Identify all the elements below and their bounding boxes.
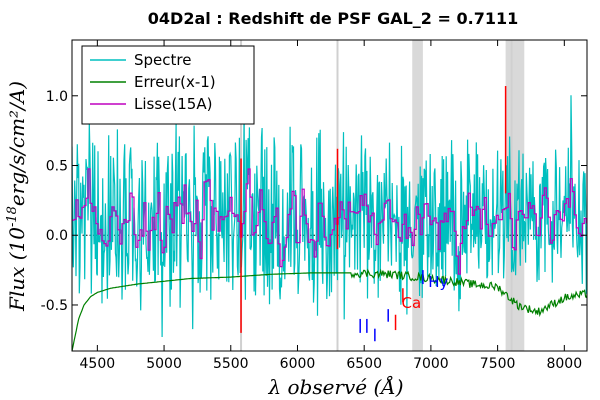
y-axis-label-exponent: -18 xyxy=(5,206,20,227)
annotations: Ca Hy xyxy=(402,273,449,312)
x-tick-label: 7000 xyxy=(413,356,449,372)
y-axis-label-unit: erg/s/cm²/A) xyxy=(5,81,29,206)
legend-box xyxy=(81,45,255,125)
y-axis-label-main: Flux (10 xyxy=(5,227,29,312)
x-tick-label: 7500 xyxy=(480,356,516,372)
x-tick-label: 8000 xyxy=(546,356,582,372)
x-axis-label: λ observé (Å) xyxy=(267,374,403,399)
y-axis-label: Flux (10-18erg/s/cm²/A) xyxy=(5,81,29,312)
line-markers xyxy=(359,270,424,342)
annotation-label: Hy xyxy=(428,273,448,291)
y-tick-label: 0.5 xyxy=(46,159,68,175)
series-group xyxy=(72,86,587,351)
y-tick-label: 0.0 xyxy=(46,228,68,244)
spectrum-series xyxy=(72,95,587,338)
x-tick-label: 6500 xyxy=(346,356,382,372)
y-tick-label: -0.5 xyxy=(41,298,68,314)
y-axis-ticks: 1.0 0.5 0.0 -0.5 xyxy=(41,89,587,314)
x-tick-label: 5000 xyxy=(146,356,182,372)
legend: Spectre Erreur(x-1) Lisse(15A) xyxy=(81,45,255,125)
y-tick-label: 1.0 xyxy=(46,89,68,105)
x-tick-label: 4500 xyxy=(80,356,116,372)
x-axis-ticks: 4500 5000 5500 6000 6500 7000 7500 8000 xyxy=(80,40,582,372)
x-tick-label: 6000 xyxy=(280,356,316,372)
smoothed-series xyxy=(72,168,587,275)
legend-label: Lisse(15A) xyxy=(134,95,212,113)
legend-label: Erreur(x-1) xyxy=(134,73,216,91)
plot-frame xyxy=(71,39,588,352)
chart-title: 04D2al : Redshift de PSF GAL_2 = 0.7111 xyxy=(148,9,518,28)
legend-label: Spectre xyxy=(134,51,191,69)
svg-text:Flux (10-18erg/s/cm²/A): Flux (10-18erg/s/cm²/A) xyxy=(5,81,29,312)
x-tick-label: 5500 xyxy=(213,356,249,372)
annotation-label: Ca xyxy=(402,294,422,312)
error-series xyxy=(72,268,587,351)
